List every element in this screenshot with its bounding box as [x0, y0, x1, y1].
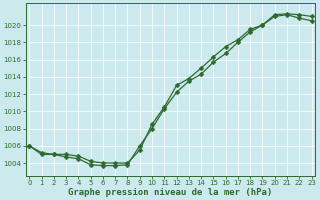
X-axis label: Graphe pression niveau de la mer (hPa): Graphe pression niveau de la mer (hPa)	[68, 188, 273, 197]
